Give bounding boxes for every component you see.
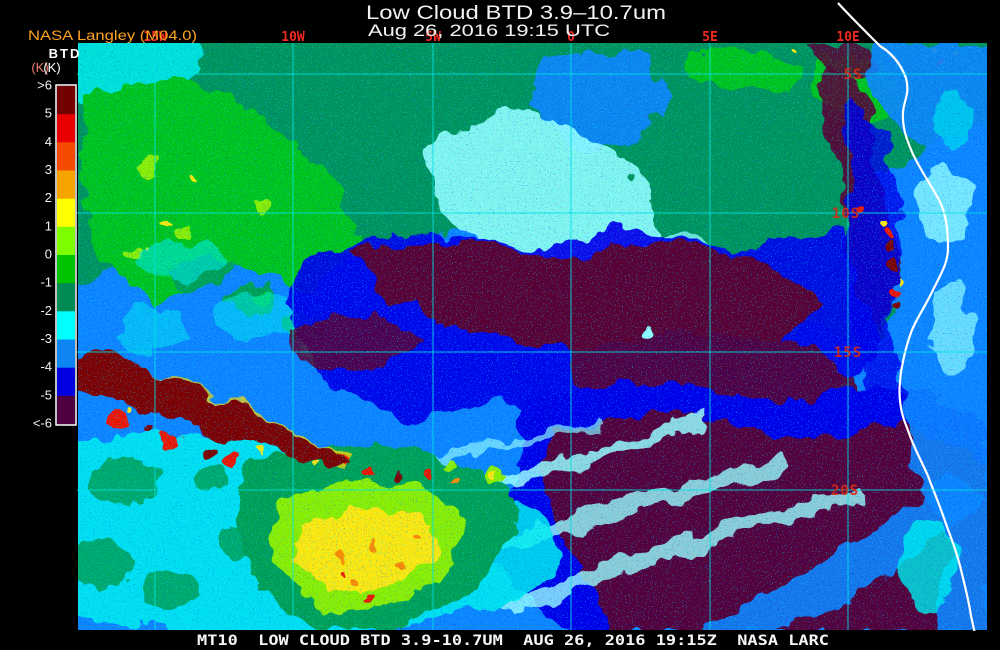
colorbar-segment (57, 114, 75, 143)
colorbar-segment (57, 395, 75, 425)
colorbar: BTD (K) (K) >6 5 4 3 2 1 0 -1 -2 -3 -4 -5 <-6 (31, 46, 82, 431)
colorbar-tick-label: 4 (45, 134, 52, 149)
lon-label-0: 0 (567, 30, 575, 45)
footer-bar (0, 631, 1000, 650)
colorbar-tick-label: 2 (45, 190, 52, 205)
lon-label-15W: 15W (143, 30, 167, 45)
colorbar-tick-label: -3 (40, 331, 52, 346)
colorbar-tick-label: 0 (45, 247, 52, 262)
colorbar-tick-label: -1 (40, 275, 52, 290)
colorbar-segment (57, 367, 75, 397)
page-subtitle: Aug 26, 2016 19:15 UTC (368, 21, 610, 40)
lat-label-5S: 5S (844, 67, 863, 83)
colorbar-scale: >6 5 4 3 2 1 0 -1 -2 -3 -4 -5 <-6 (33, 78, 75, 431)
lat-label-20S: 20S (831, 483, 859, 499)
colorbar-segment (57, 311, 75, 340)
colorbar-segment (57, 86, 75, 115)
colorbar-border (55, 84, 77, 426)
colorbar-segment (57, 170, 75, 200)
lat-label-10S: 10S (832, 206, 860, 222)
colorbar-title: BTD (49, 46, 82, 61)
lon-label-5W: 5W (425, 30, 441, 45)
colorbar-tick-label: -4 (40, 359, 52, 374)
credit-label: NASA Langley (M04.0) (28, 27, 197, 43)
colorbar-tick-label: -5 (40, 387, 52, 402)
colorbar-tick-label: 3 (45, 162, 52, 177)
colorbar-unit: (K) (43, 60, 60, 75)
lon-label-10E: 10E (836, 30, 859, 45)
page-title: Low Cloud BTD 3.9–10.7um (366, 3, 666, 24)
latlon-grid: 15W 10W 5W 0 5E 10E 5S 10S 15S 20S (77, 30, 987, 630)
colorbar-tick-label: 1 (45, 218, 52, 233)
colorbar-segment (57, 283, 75, 312)
speckle-overlay-blue (78, 43, 987, 630)
coastline (837, 2, 982, 648)
colorbar-tick-label: <-6 (33, 416, 52, 431)
colorbar-segment (57, 226, 75, 256)
colorbar-segment (57, 255, 75, 284)
colorbar-segment (57, 142, 75, 171)
colorbar-segment (57, 339, 75, 369)
colorbar-segment (57, 198, 75, 228)
footer-caption: MT10 LOW CLOUD BTD 3.9-10.7UM AUG 26, 20… (197, 633, 829, 649)
map-imagery (78, 43, 987, 630)
lon-label-5E: 5E (702, 30, 718, 45)
colorbar-unit-echo: (K) (31, 60, 48, 75)
lon-label-10W: 10W (281, 30, 305, 45)
lat-label-15S: 15S (834, 345, 862, 361)
colorbar-tick-label: >6 (37, 78, 52, 93)
colorbar-tick-label: 5 (45, 106, 52, 121)
colorbar-tick-label: -2 (40, 303, 52, 318)
